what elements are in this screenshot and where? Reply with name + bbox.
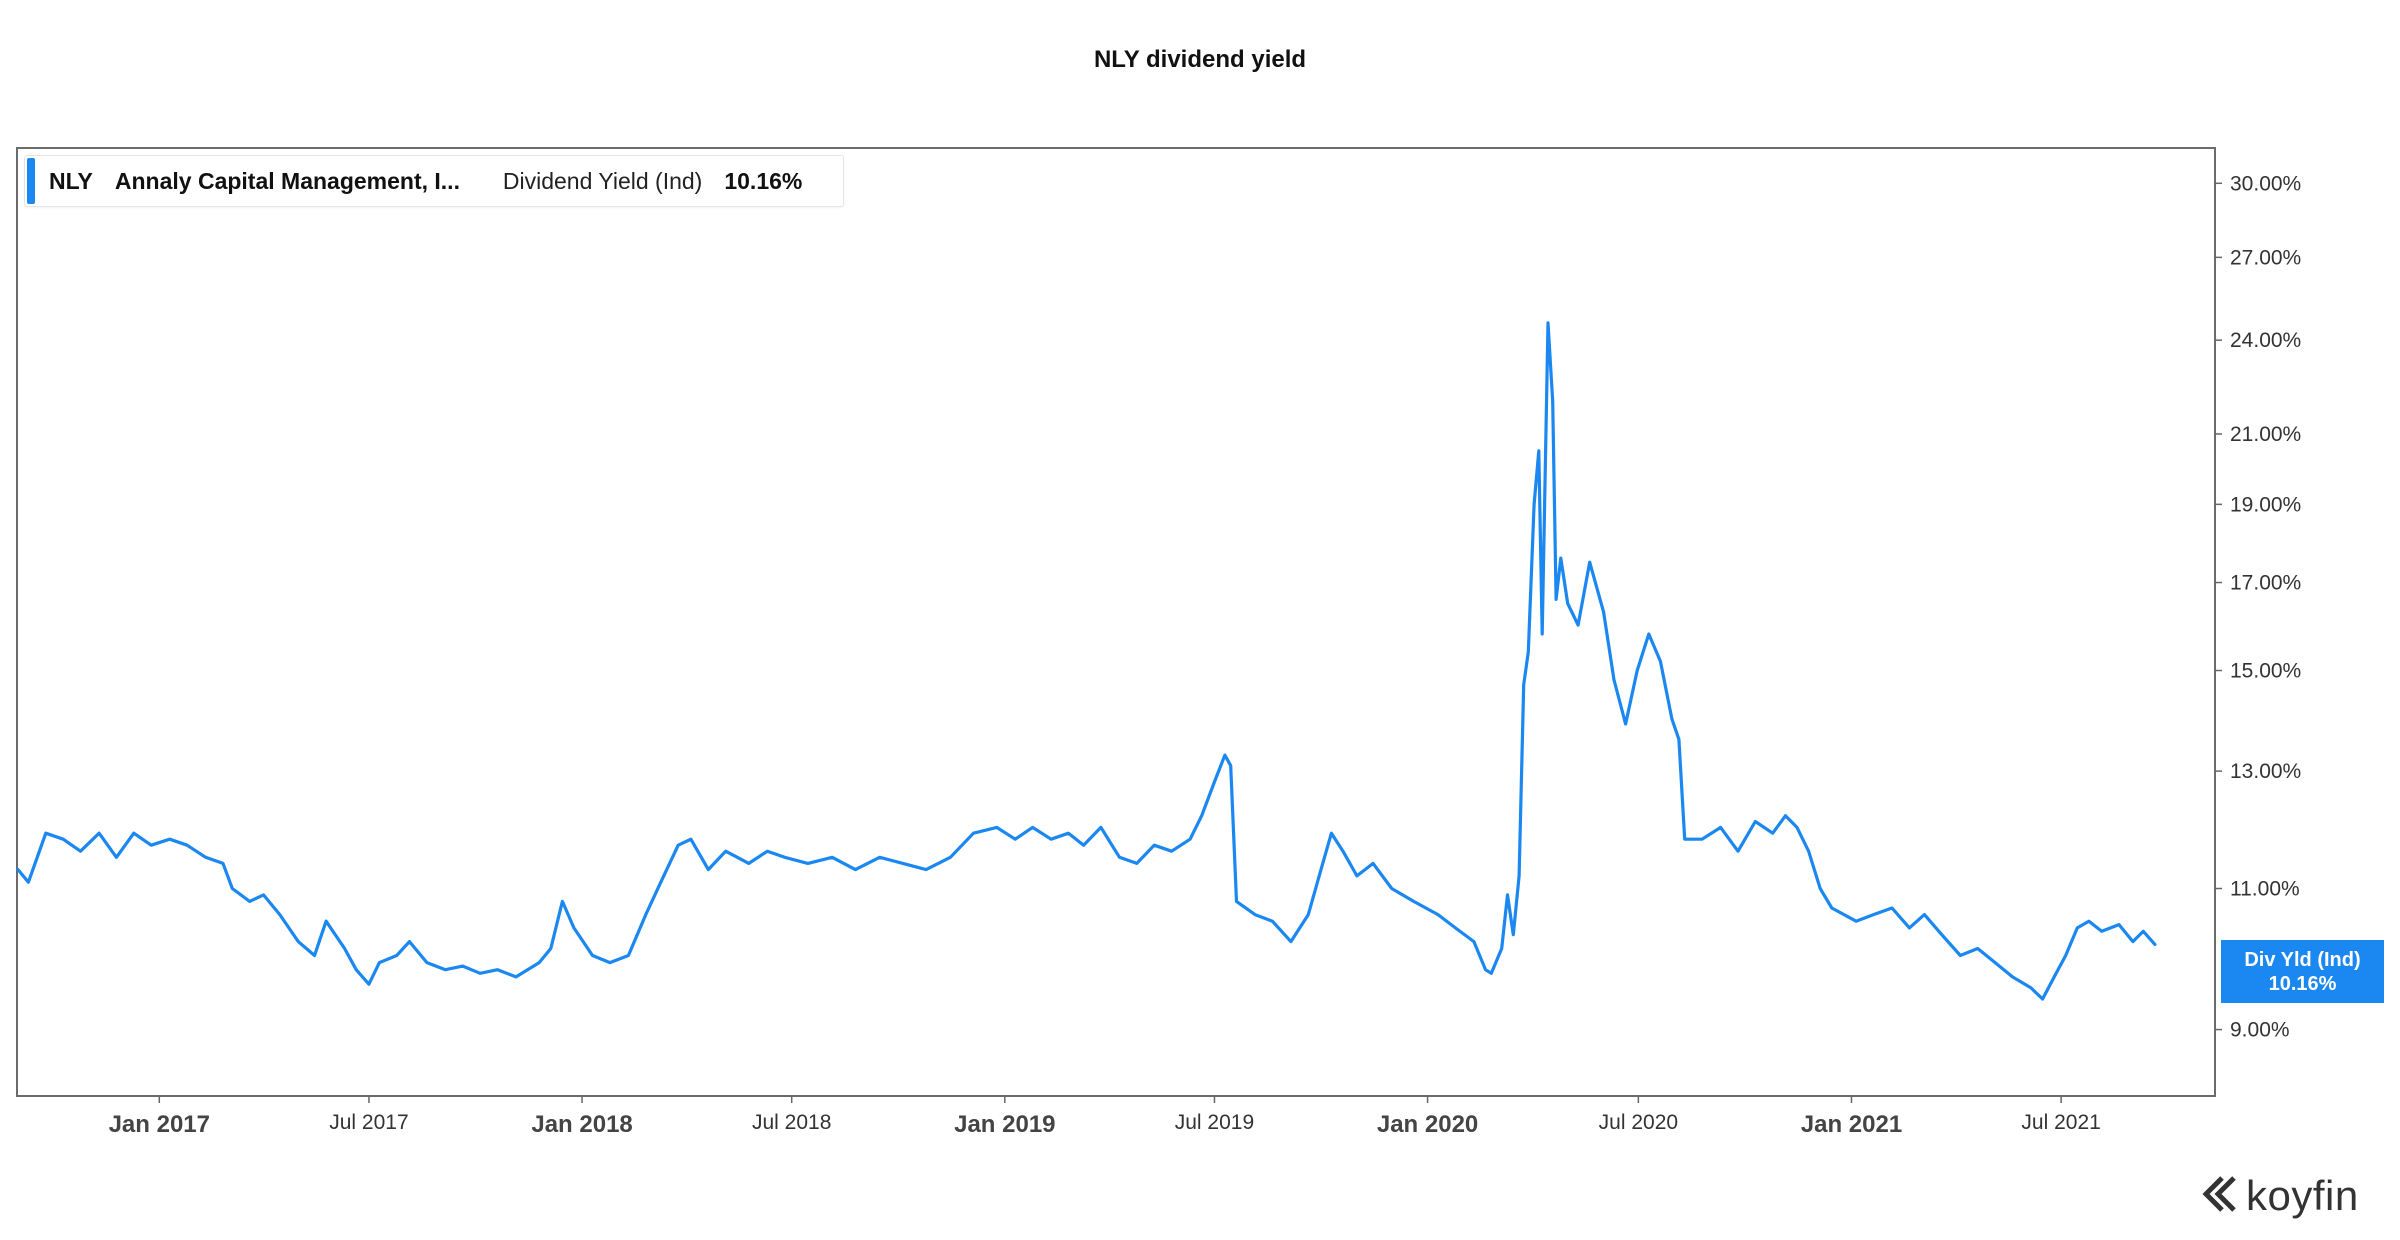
last-value-tag-label: Div Yld (Ind) [2244,948,2361,971]
brand-name: koyfin [2246,1172,2359,1219]
legend-ticker: NLY [49,167,93,194]
series-line [16,321,2157,1001]
last-value-tag-value: 10.16% [2268,972,2337,995]
x-tick-label: Jan 2021 [1801,1111,1902,1138]
y-tick-label: 15.00% [2230,660,2301,683]
y-tick-label: 21.00% [2230,423,2301,446]
x-tick-label: Jan 2018 [531,1111,632,1138]
legend-metric: Dividend Yield (Ind) [502,167,703,194]
y-tick-label: 13.00% [2230,760,2301,783]
x-tick-label: Jan 2019 [954,1111,1055,1138]
y-tick-label: 9.00% [2230,1019,2290,1042]
brand-logo: koyfin [2200,1172,2359,1220]
y-tick-label: 17.00% [2230,572,2301,595]
x-tick-label: Jul 2021 [2021,1111,2100,1134]
y-tick-label: 19.00% [2230,493,2301,516]
x-tick-label: Jul 2017 [329,1111,408,1134]
last-value-tag: Div Yld (Ind) 10.16% [2221,940,2384,1003]
legend-value: 10.16% [724,167,803,194]
x-tick-label: Jul 2019 [1175,1111,1254,1134]
y-tick-label: 24.00% [2230,329,2301,352]
legend-company-name: Annaly Capital Management, I... [114,167,460,194]
y-axis: 30.00% 27.00% 24.00% 21.00% 19.00% 17.00% 15.0… [2214,172,2301,1042]
y-tick-label: 11.00% [2230,878,2300,901]
x-tick-label: Jan 2020 [1377,1111,1478,1138]
y-tick-label: 27.00% [2230,246,2301,269]
legend-item[interactable]: NLY Annaly Capital Management, I... Divi… [24,155,844,207]
x-tick-label: Jul 2018 [752,1111,831,1134]
series-color-swatch [27,158,35,204]
plot-area[interactable] [16,147,2216,1097]
chart-title: NLY dividend yield [1093,46,1307,73]
koyfin-logo-icon [2200,1173,2240,1220]
x-tick-label: Jan 2017 [109,1111,210,1138]
x-tick-label: Jul 2020 [1599,1111,1678,1134]
x-axis: Jan 2017 Jul 2017 Jan 2018 Jul 2018 Jan 2019… [109,1095,2101,1138]
series-layer [16,321,2157,1001]
y-tick-label: 30.00% [2230,172,2301,195]
